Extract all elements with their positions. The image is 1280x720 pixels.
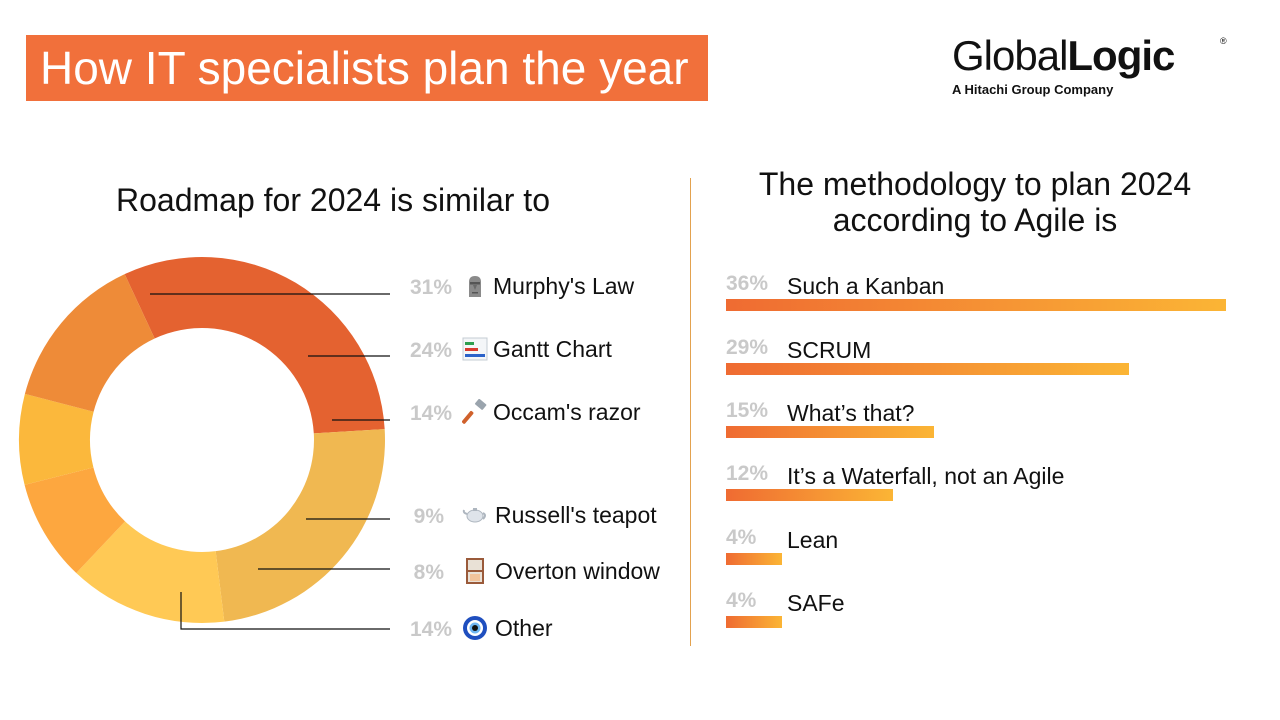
legend-percentage: 14% (409, 402, 452, 425)
leader-line (180, 592, 390, 630)
bar-percentage: 12% (726, 462, 769, 485)
legend-label: Gantt Chart (493, 336, 612, 362)
bar (726, 553, 782, 565)
globallogic-logo: GlobalLogic ® A Hitachi Group Company (952, 32, 1242, 97)
bar-label: It’s a Waterfall, not an Agile (787, 463, 1065, 489)
logo-word-regular: Global (952, 32, 1068, 79)
section-divider (690, 178, 691, 646)
logo-registered-mark: ® (1220, 36, 1227, 46)
bar-label: SAFe (787, 590, 845, 616)
razor-icon (461, 398, 488, 425)
legend-percentage: 24% (409, 339, 452, 362)
legend-label: Russell's teapot (495, 502, 657, 528)
donut-slice (124, 257, 385, 434)
bar-percentage: 4% (726, 526, 757, 549)
window-icon (462, 558, 488, 584)
page-title: How IT specialists plan the year (26, 35, 708, 101)
bar-label: What’s that? (787, 400, 915, 426)
donut-slice (76, 521, 225, 623)
teapot-icon (462, 502, 488, 528)
bar-label: SCRUM (787, 337, 872, 363)
nazar-amulet-icon (462, 615, 488, 641)
bar-percentage: 15% (726, 399, 769, 422)
legend-label: Overton window (495, 558, 660, 584)
logo-wordmark: GlobalLogic (952, 32, 1242, 80)
bar (726, 363, 1129, 375)
donut-chart (18, 257, 390, 630)
legend-percentage: 9% (413, 505, 444, 528)
legend-label: Murphy's Law (493, 273, 635, 299)
logo-word-bold: Logic (1067, 32, 1175, 79)
moai-icon (462, 273, 488, 299)
bar (726, 426, 934, 438)
legend-label: Occam's razor (493, 399, 641, 425)
donut-chart-title: Roadmap for 2024 is similar to (116, 182, 550, 218)
logo-tagline: A Hitachi Group Company (952, 82, 1114, 97)
legend-percentage: 31% (409, 276, 452, 299)
legend-percentage: 8% (413, 561, 444, 584)
bar-percentage: 36% (726, 272, 769, 295)
bar-chart-title: The methodology to plan 2024 according t… (758, 166, 1192, 238)
bar (726, 299, 1226, 311)
donut-slice (24, 274, 155, 412)
donut-slice (215, 429, 385, 622)
bar-percentage: 4% (726, 589, 757, 612)
bar (726, 616, 782, 628)
gantt-chart-icon (462, 336, 488, 362)
bar-label: Lean (787, 527, 839, 553)
bar-label: Such a Kanban (787, 273, 945, 299)
donut-slice (24, 467, 126, 573)
donut-slice (18, 393, 94, 485)
bar-percentage: 29% (726, 336, 769, 359)
legend-percentage: 14% (409, 618, 452, 641)
legend-label: Other (495, 615, 553, 641)
bar (726, 489, 893, 501)
